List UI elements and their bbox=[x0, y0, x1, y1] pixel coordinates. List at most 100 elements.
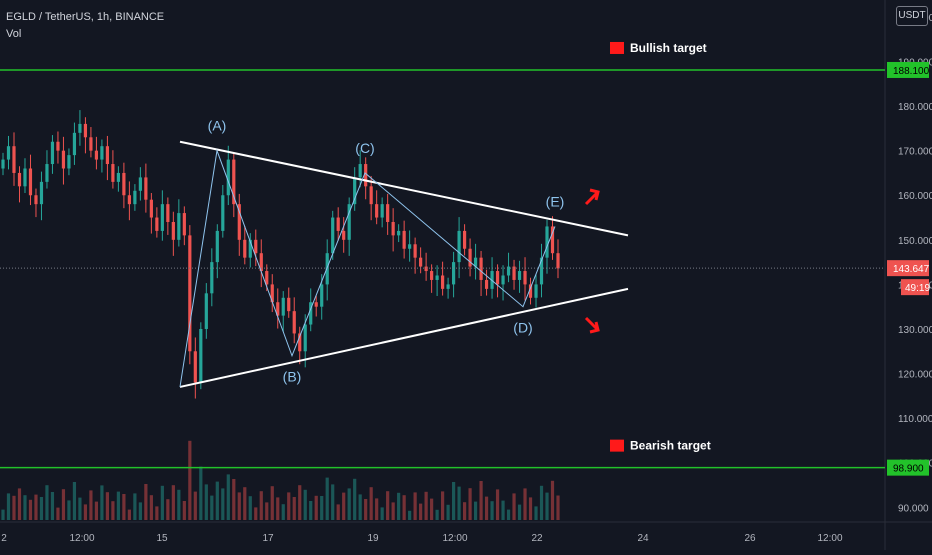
volume-bar bbox=[265, 502, 269, 520]
volume-bar bbox=[517, 504, 522, 520]
candle-body bbox=[72, 132, 77, 156]
volume-bar bbox=[34, 494, 38, 520]
target-price-tag-text: 98.900 bbox=[893, 464, 924, 475]
volume-bar bbox=[243, 487, 247, 520]
wave-label: (A) bbox=[208, 118, 227, 134]
candle-body bbox=[369, 186, 373, 205]
candle-body bbox=[479, 257, 483, 280]
volume-bar bbox=[441, 491, 445, 520]
volume-bar bbox=[408, 510, 412, 520]
elliott-wave-path bbox=[179, 148, 556, 388]
volume-bar bbox=[413, 492, 417, 520]
last-price-tag bbox=[887, 260, 929, 277]
volume-bar bbox=[67, 500, 71, 520]
candle-body bbox=[309, 302, 313, 325]
candle-body bbox=[254, 239, 258, 254]
x-tick-label: 12:00 bbox=[817, 533, 842, 544]
candle-body bbox=[6, 146, 11, 160]
candle-body bbox=[462, 230, 467, 249]
flag-icon bbox=[610, 41, 624, 54]
candle-body bbox=[506, 266, 511, 276]
candle-body bbox=[336, 217, 340, 231]
volume-bar bbox=[155, 506, 159, 520]
volume-bar bbox=[468, 488, 472, 520]
volume-bar bbox=[12, 495, 16, 520]
volume-bar bbox=[149, 495, 153, 520]
candle-body bbox=[446, 284, 450, 289]
candle-body bbox=[34, 195, 38, 205]
volume-bar bbox=[325, 477, 329, 520]
volume-bar bbox=[336, 504, 340, 520]
volume-bar bbox=[89, 490, 93, 520]
volume-bar bbox=[23, 495, 27, 520]
candle-body bbox=[512, 266, 516, 280]
volume-bar bbox=[276, 497, 280, 520]
volume-bar bbox=[375, 498, 379, 520]
target-price-tag-text: 188.100 bbox=[893, 66, 930, 77]
candle-body bbox=[188, 235, 192, 352]
wave-label: (D) bbox=[513, 320, 532, 336]
candle-body bbox=[248, 239, 252, 258]
currency-button[interactable]: USDT bbox=[896, 6, 928, 26]
volume-bar bbox=[72, 482, 77, 520]
x-tick-label: 26 bbox=[744, 533, 756, 544]
volume-bar bbox=[45, 485, 49, 520]
volume-bar bbox=[193, 491, 197, 520]
volume-bar bbox=[116, 491, 120, 520]
candle-body bbox=[435, 275, 439, 280]
candle-body bbox=[397, 230, 401, 236]
volume-bar bbox=[523, 488, 527, 520]
candle-body bbox=[89, 137, 93, 151]
candle-body bbox=[12, 146, 16, 173]
candle-body bbox=[56, 141, 60, 151]
y-tick-label: 160.000 bbox=[898, 191, 932, 202]
countdown-tag-text: 49:19 bbox=[905, 283, 930, 294]
candle-body bbox=[237, 204, 241, 240]
volume-bar bbox=[232, 479, 236, 520]
candle-body bbox=[122, 172, 126, 196]
candle-body bbox=[193, 351, 197, 383]
candle-body bbox=[50, 141, 55, 165]
volume-bar bbox=[204, 484, 208, 520]
wave-label: (C) bbox=[355, 140, 374, 156]
candles bbox=[1, 110, 560, 399]
candle-body bbox=[270, 284, 274, 303]
volume-bar bbox=[353, 478, 357, 520]
candle-body bbox=[364, 164, 368, 187]
candle-body bbox=[127, 195, 131, 205]
volume-bar bbox=[237, 492, 241, 520]
volume-bar bbox=[61, 489, 66, 520]
candle-body bbox=[528, 284, 533, 298]
volume-bar bbox=[424, 491, 428, 520]
volume-bar bbox=[177, 489, 181, 520]
candle-body bbox=[556, 253, 560, 269]
volume-bar bbox=[215, 481, 219, 520]
volume-label: Vol bbox=[6, 28, 22, 40]
volume-bar bbox=[451, 482, 456, 520]
x-tick-label: 2 bbox=[1, 533, 7, 544]
candle-body bbox=[545, 226, 549, 258]
candle-body bbox=[78, 123, 82, 133]
upper-trendline bbox=[179, 140, 629, 237]
volume-bar bbox=[473, 501, 478, 520]
candle-body bbox=[23, 168, 27, 187]
volume-bar bbox=[182, 501, 186, 520]
volume-bar bbox=[397, 492, 401, 520]
volume-bar bbox=[320, 496, 324, 520]
candle-body bbox=[133, 190, 137, 205]
volume-bar bbox=[528, 497, 533, 520]
candle-body bbox=[534, 284, 538, 298]
candle-body bbox=[67, 155, 71, 169]
volume-bar bbox=[462, 502, 467, 520]
x-tick-label: 22 bbox=[531, 533, 543, 544]
candle-body bbox=[380, 204, 384, 218]
candle-body bbox=[342, 230, 346, 240]
y-tick-label: 170.000 bbox=[898, 147, 932, 158]
candle-body bbox=[408, 244, 412, 249]
volume-bar bbox=[386, 491, 390, 520]
volume-bar bbox=[28, 499, 33, 520]
candle-body bbox=[215, 230, 219, 263]
volume-bar bbox=[369, 487, 373, 520]
